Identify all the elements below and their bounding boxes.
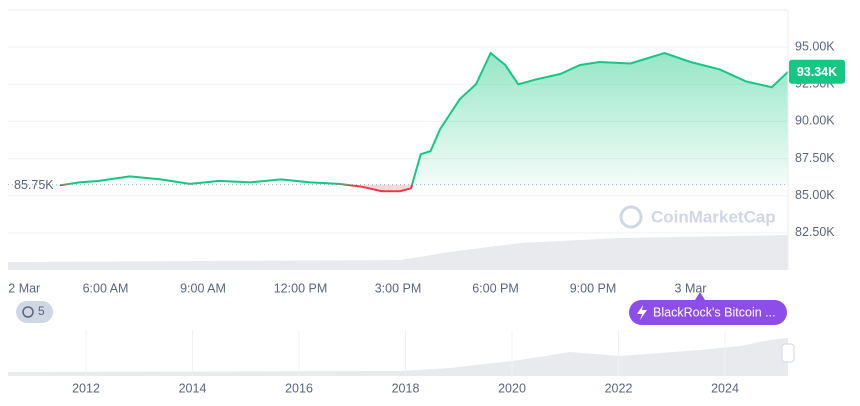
x-tick-label: 9:00 AM: [180, 281, 226, 295]
badge-pointer: [695, 292, 705, 300]
last-price-label: 93.34K: [797, 65, 837, 79]
news-badge-bg: [629, 300, 787, 325]
y-tick-label: 85.00K: [795, 188, 835, 202]
navigator-area: [8, 338, 788, 376]
x-tick-label: 6:00 AM: [83, 281, 129, 295]
x-tick-label: 2 Mar: [8, 281, 40, 295]
navigator-tick-label: 2016: [285, 381, 313, 395]
navigator-tick-label: 2022: [605, 381, 633, 395]
news-badge[interactable]: BlackRock's Bitcoin ...: [629, 292, 787, 325]
y-tick-label: 95.00K: [795, 39, 835, 53]
x-tick-label: 12:00 PM: [274, 281, 328, 295]
navigator-handle[interactable]: [781, 343, 795, 363]
navigator-tick-label: 2014: [179, 381, 207, 395]
area-down: [60, 184, 413, 192]
last-price-tag: [789, 59, 845, 84]
navigator-tick-label: 2018: [392, 381, 420, 395]
navigator[interactable]: [8, 338, 795, 376]
bolt-icon: [637, 305, 647, 320]
badge-count: 5: [38, 304, 45, 318]
badge-bg: [16, 301, 53, 323]
y-tick-label: 87.50K: [795, 151, 835, 165]
x-tick-label: 6:00 PM: [472, 281, 519, 295]
navigator-tick-label: 2020: [498, 381, 526, 395]
news-badge-text: BlackRock's Bitcoin ...: [653, 305, 776, 319]
watermark-text: CoinMarketCap: [651, 207, 776, 226]
x-tick-label: 3 Mar: [675, 281, 707, 295]
watermark: CoinMarketCap: [619, 205, 776, 229]
badge-icon: [22, 306, 34, 318]
x-tick-label: 9:00 PM: [570, 281, 617, 295]
area-up: [60, 53, 788, 185]
line-up: [59, 51, 789, 185]
navigator-tick-label: 2024: [711, 381, 739, 395]
x-tick-label: 3:00 PM: [375, 281, 422, 295]
baseline-label: 85.75K: [14, 178, 54, 192]
y-tick-label: 82.50K: [795, 225, 835, 239]
volume-area: [8, 235, 788, 270]
y-tick-label: 90.00K: [795, 114, 835, 128]
navigator-tick-label: 2012: [72, 381, 100, 395]
history-badge[interactable]: 5: [16, 301, 53, 323]
